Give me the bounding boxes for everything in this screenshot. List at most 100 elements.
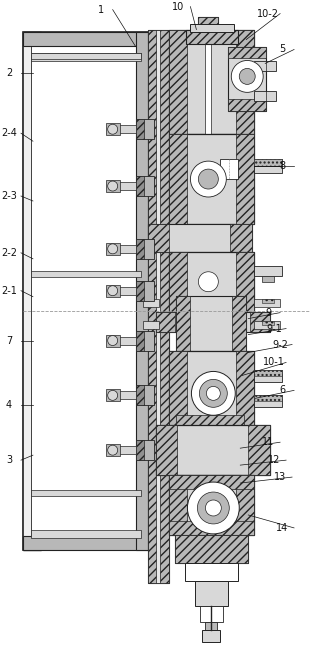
Bar xyxy=(236,252,254,312)
Text: 9: 9 xyxy=(265,308,271,318)
Text: 6: 6 xyxy=(279,385,285,396)
Circle shape xyxy=(108,181,118,191)
Bar xyxy=(232,296,246,350)
Bar xyxy=(205,16,211,595)
Bar xyxy=(169,252,254,312)
Circle shape xyxy=(198,272,218,292)
Bar xyxy=(169,475,187,535)
Bar xyxy=(176,415,244,425)
Bar xyxy=(236,30,254,134)
Bar xyxy=(156,312,270,331)
Bar xyxy=(135,440,154,460)
Bar xyxy=(248,425,270,475)
Bar xyxy=(169,252,187,312)
Bar xyxy=(236,350,254,425)
Bar xyxy=(262,276,274,281)
Bar xyxy=(106,243,120,255)
Bar xyxy=(142,298,159,306)
Bar xyxy=(119,337,135,344)
Text: 8: 8 xyxy=(279,161,285,171)
Bar xyxy=(198,16,218,31)
Text: 13: 13 xyxy=(274,472,286,482)
Text: 9-1: 9-1 xyxy=(266,323,282,333)
Bar xyxy=(153,30,164,583)
Text: 10: 10 xyxy=(172,1,184,12)
Bar xyxy=(23,31,148,45)
Bar xyxy=(31,530,141,538)
Bar xyxy=(119,245,135,253)
Bar xyxy=(198,16,218,31)
Bar xyxy=(31,271,141,277)
Bar xyxy=(228,47,266,112)
Text: 3: 3 xyxy=(6,455,12,465)
Bar xyxy=(135,176,143,196)
Bar xyxy=(200,605,223,622)
Bar xyxy=(106,285,120,297)
Text: 1: 1 xyxy=(98,5,104,14)
Bar xyxy=(205,622,217,630)
Bar xyxy=(135,331,154,350)
Circle shape xyxy=(190,161,226,197)
Bar xyxy=(135,331,143,350)
Bar xyxy=(135,239,154,259)
Bar xyxy=(135,281,154,300)
Bar xyxy=(135,440,143,460)
Bar xyxy=(142,321,159,329)
Text: 4: 4 xyxy=(6,400,12,410)
Bar xyxy=(220,159,238,179)
Bar xyxy=(156,425,177,475)
Circle shape xyxy=(108,390,118,400)
Text: 10-1: 10-1 xyxy=(263,358,285,367)
Bar xyxy=(156,425,270,475)
Bar xyxy=(228,99,266,112)
Bar xyxy=(135,385,154,405)
Bar xyxy=(169,30,187,134)
Bar xyxy=(135,281,143,300)
Bar xyxy=(169,475,254,535)
Bar xyxy=(254,396,282,401)
Text: 14: 14 xyxy=(276,523,288,533)
Bar xyxy=(119,392,135,400)
Bar xyxy=(169,30,254,134)
Bar xyxy=(31,39,141,542)
Circle shape xyxy=(198,169,218,189)
Bar xyxy=(236,134,254,224)
Bar xyxy=(250,312,270,331)
Text: 7: 7 xyxy=(6,335,12,346)
Circle shape xyxy=(187,482,239,534)
Bar xyxy=(236,475,254,535)
Bar xyxy=(254,159,282,173)
Bar xyxy=(202,630,220,642)
Bar xyxy=(254,266,282,276)
Bar xyxy=(185,563,238,581)
Circle shape xyxy=(197,492,229,524)
Bar xyxy=(106,444,120,456)
Bar xyxy=(254,371,282,382)
Bar xyxy=(254,91,276,101)
Bar xyxy=(169,350,187,425)
Circle shape xyxy=(108,336,118,346)
Circle shape xyxy=(199,379,227,407)
Bar xyxy=(169,521,254,535)
Bar xyxy=(176,296,246,350)
Bar xyxy=(31,54,141,62)
Bar xyxy=(119,446,135,454)
Text: 11: 11 xyxy=(262,437,274,447)
Bar xyxy=(169,134,254,224)
Text: 2-3: 2-3 xyxy=(1,191,17,201)
Bar xyxy=(148,224,169,252)
Circle shape xyxy=(108,445,118,455)
Bar xyxy=(135,119,154,139)
Bar xyxy=(135,31,148,550)
Bar xyxy=(169,475,254,489)
Bar xyxy=(230,224,252,252)
Circle shape xyxy=(206,386,220,400)
Bar xyxy=(135,176,154,196)
Bar xyxy=(169,134,187,224)
Text: 2-2: 2-2 xyxy=(1,248,17,258)
Text: 2-1: 2-1 xyxy=(1,286,17,296)
Bar xyxy=(254,159,282,166)
Text: 2: 2 xyxy=(6,68,12,79)
Bar xyxy=(176,296,190,350)
Bar xyxy=(190,24,234,31)
